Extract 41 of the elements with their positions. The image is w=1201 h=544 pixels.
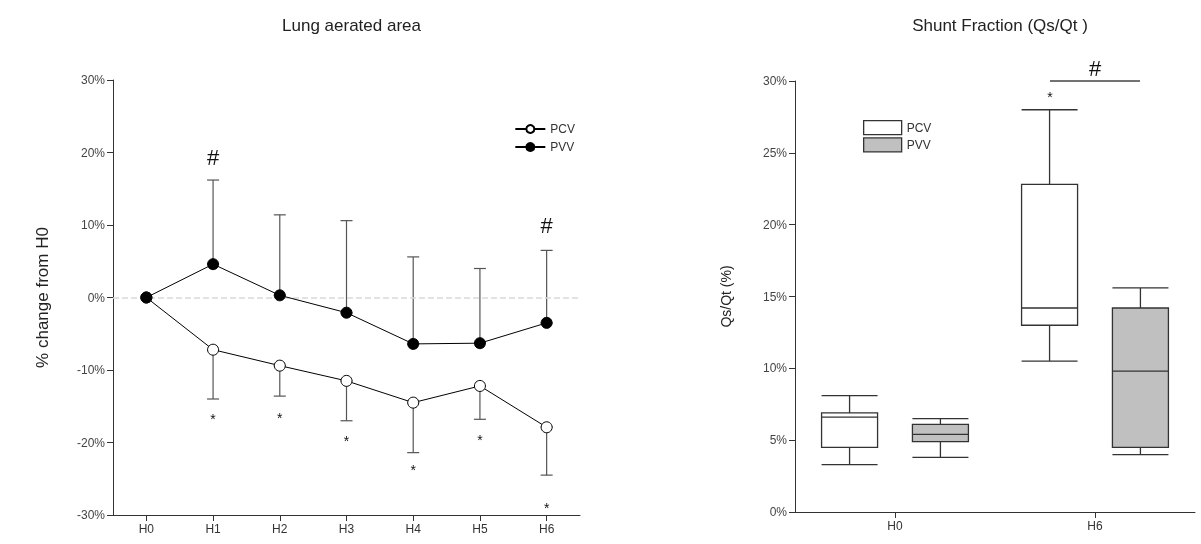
y-tick-label: 30% [762, 74, 788, 88]
y-tick-label: -20% [76, 435, 106, 450]
y-tick-label: 20% [80, 145, 106, 160]
y-tick-label: 5% [769, 433, 788, 448]
legend-label: PCV [906, 120, 932, 135]
y-tick-label: 0% [769, 505, 788, 519]
y-tick-label: -10% [76, 363, 106, 377]
annotation: * [277, 410, 284, 426]
y-tick-label: 0% [87, 290, 106, 305]
y-tick-label: 30% [80, 73, 106, 87]
x-tick-label: H1 [205, 522, 222, 536]
chart-title: Lung aerated area [282, 16, 422, 35]
x-tick-label: H0 [887, 519, 903, 533]
y-tick-label: 15% [762, 289, 788, 304]
x-tick-label: H6 [538, 522, 555, 536]
legend-label: PVV [906, 137, 931, 152]
annotation: * [343, 433, 350, 449]
y-tick-label: -30% [76, 508, 106, 522]
annotation: * [1047, 89, 1054, 105]
legend-label: PVV [550, 140, 575, 154]
y-tick-label: 10% [762, 361, 788, 376]
x-tick-label: H6 [1087, 519, 1103, 533]
annotation: # [206, 144, 220, 170]
x-tick-label: H0 [138, 522, 155, 536]
y-axis-title: % change from H0 [33, 227, 52, 368]
annotation: * [477, 432, 484, 448]
x-tick-label: H3 [338, 522, 355, 536]
text: # [1088, 55, 1102, 81]
y-tick-label: 10% [80, 218, 106, 232]
x-tick-label: H2 [272, 522, 288, 536]
y-tick-label: 20% [762, 217, 788, 232]
annotation: # [540, 212, 554, 238]
annotation: * [210, 411, 217, 427]
y-tick-label: 25% [762, 145, 788, 160]
annotation: * [543, 500, 550, 516]
legend-label: PCV [550, 122, 576, 136]
x-tick-label: H4 [405, 522, 422, 536]
y-axis-title: Qs/Qt (%) [718, 265, 734, 328]
annotation: * [410, 462, 417, 478]
x-tick-label: H5 [472, 522, 488, 536]
chart-title: Shunt Fraction (Qs/Qt ) [912, 16, 1088, 35]
